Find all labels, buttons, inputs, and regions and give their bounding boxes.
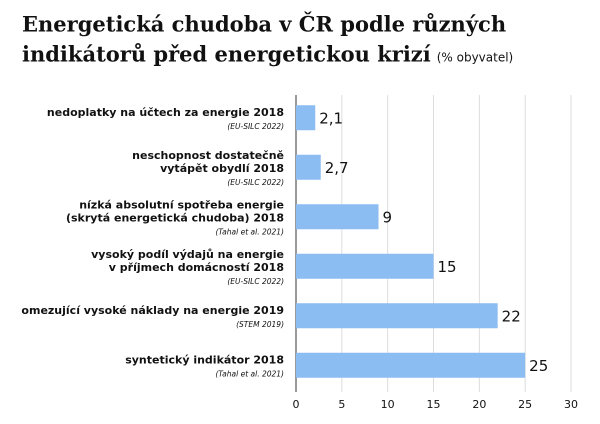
x-tick-label: 5 [338,398,345,411]
bar [296,352,526,378]
x-tick-label: 0 [293,398,300,411]
x-tick-label: 10 [381,398,395,411]
category-label: nízká absolutní spotřeba energie [79,198,284,211]
bar [296,253,434,279]
x-tick-label: 15 [427,398,441,411]
source-label: (Tahal et al. 2021) [215,227,284,236]
category-label: nedoplatky na účtech za energie 2018 [47,106,284,119]
bar [296,204,379,230]
category-label: neschopnost dostatečně [132,149,284,162]
x-tick-label: 20 [472,398,486,411]
source-label: (EU-SILC 2022) [227,277,284,286]
chart-title: Energetická chudoba v ČR podle různých [22,12,506,37]
bar [296,105,316,131]
value-label: 9 [383,208,393,226]
bar [296,303,498,329]
value-label: 15 [438,258,457,276]
bar [296,154,321,180]
x-tick-label: 25 [518,398,532,411]
source-label: (Tahal et al. 2021) [215,369,284,378]
chart-subtitle: (% obyvatel) [437,51,514,65]
value-label: 25 [529,357,548,375]
value-label: 2,1 [319,109,343,127]
source-label: (EU-SILC 2022) [227,178,284,187]
category-label: vytápět obydlí 2018 [160,162,284,175]
source-label: (STEM 2019) [236,320,284,329]
category-label: syntetický indikátor 2018 [125,353,284,366]
value-label: 22 [502,307,521,325]
category-label: omezující vysoké náklady na energie 2019 [21,304,284,317]
source-label: (EU-SILC 2022) [227,122,284,131]
chart-title: indikátorů před energetickou krizí [22,42,431,67]
x-tick-label: 30 [564,398,578,411]
category-label: v příjmech domácností 2018 [109,261,284,274]
value-label: 2,7 [325,159,349,177]
category-label: (skrytá energetická chudoba) 2018 [66,211,284,224]
category-label: vysoký podíl výdajů na energie [91,248,284,261]
